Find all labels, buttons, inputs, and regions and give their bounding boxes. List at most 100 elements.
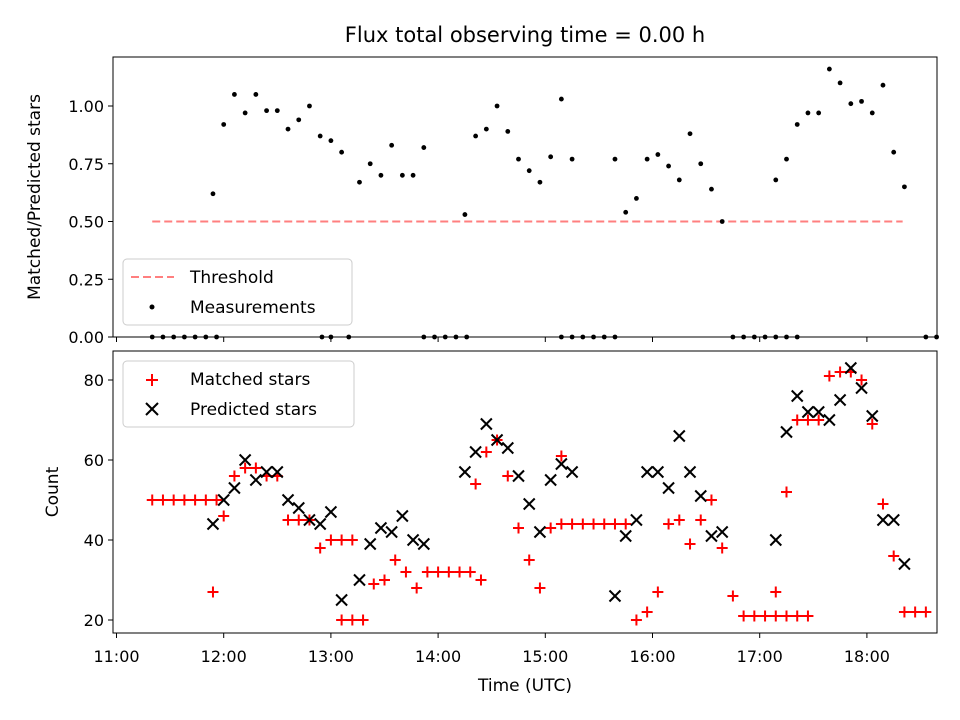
predicted-star-point: [898, 557, 911, 571]
top-legend-box: [122, 258, 353, 326]
predicted-star-point: [396, 509, 409, 523]
measurement-point: [483, 126, 489, 132]
measurement-point: [773, 177, 779, 183]
matched-star-point: [802, 414, 814, 426]
predicted-star-point: [480, 417, 493, 431]
top-y-tick-label: 0.00: [68, 328, 104, 347]
measurement-point: [328, 138, 334, 144]
predicted-star-point: [271, 465, 284, 479]
matched-star-point: [443, 566, 455, 578]
predicted-star-point: [523, 497, 536, 511]
x-tick-label: 13:00: [308, 647, 354, 666]
predicted-star-point: [292, 501, 305, 515]
matched-star-point: [866, 418, 878, 430]
predicted-star-point: [417, 537, 431, 551]
measurement-point: [505, 129, 511, 134]
top-y-ticks: 0.00 0.25 0.50 0.75 1.00: [68, 97, 113, 347]
predicted-star-point: [385, 525, 398, 539]
predicted-star-point: [238, 453, 252, 467]
top-y-tick-label: 0.75: [68, 155, 104, 174]
bottom-y-axis-label: Count: [43, 466, 63, 517]
predicted-star-point: [406, 533, 420, 547]
predicted-star-point: [533, 525, 547, 539]
matched-star-point: [727, 590, 739, 602]
predicted-star-point: [791, 389, 804, 403]
measurement-point: [357, 179, 362, 185]
matched-star-point: [781, 486, 792, 498]
matched-star-point: [411, 582, 423, 594]
matched-star-point: [346, 534, 358, 546]
predicted-star-point: [662, 481, 675, 495]
figure-title: Flux total observing time = 0.00 h: [345, 23, 705, 47]
measurement-point: [317, 133, 323, 139]
top-x-ticks: [116, 337, 868, 342]
matched-star-point: [250, 462, 262, 474]
measurement-point: [232, 92, 237, 97]
predicted-star-point: [313, 517, 327, 531]
matched-star-point: [168, 494, 180, 506]
matched-star-point: [898, 606, 910, 618]
predicted-star-point: [640, 465, 654, 479]
matched-star-point: [146, 494, 158, 506]
measurement-point: [805, 110, 811, 116]
predicted-star-point: [490, 433, 504, 447]
x-tick-label: 16:00: [629, 647, 675, 666]
measurement-point: [537, 179, 543, 185]
matched-star-point: [738, 610, 750, 622]
predicted-star-point: [715, 525, 729, 539]
measurement-point: [859, 98, 864, 104]
matched-star-point: [663, 518, 675, 530]
top-plot-frame: [112, 56, 938, 338]
x-tick-label: 17:00: [737, 647, 783, 666]
legend-predicted-swatch: [145, 402, 159, 416]
measurement-point: [569, 156, 575, 162]
matched-star-point: [389, 554, 401, 566]
measurement-point: [644, 156, 650, 162]
predicted-star-point: [812, 405, 825, 419]
matched-star-point: [475, 574, 487, 586]
matched-star-point: [545, 522, 557, 534]
x-tick-label: 15:00: [522, 647, 568, 666]
measurement-point: [285, 126, 291, 132]
matched-star-point: [759, 610, 771, 622]
predicted-star-point: [823, 413, 836, 427]
matched-star-point: [239, 462, 251, 474]
measurement-point: [242, 110, 248, 116]
x-axis-label: Time (UTC): [477, 676, 572, 696]
matched-star-point: [218, 510, 230, 522]
predicted-star-point: [512, 469, 525, 483]
matched-star-point: [834, 366, 846, 378]
predicted-star-point: [619, 529, 632, 543]
matched-star-point: [346, 614, 358, 626]
matched-star-point: [888, 550, 900, 562]
predicted-star-point: [683, 465, 697, 479]
matched-star-point: [920, 606, 932, 618]
predicted-star-point: [353, 573, 366, 587]
predicted-star-point: [458, 465, 472, 479]
measurement-point: [698, 161, 704, 167]
matched-star-point: [823, 370, 835, 382]
predicted-star-point: [374, 521, 388, 535]
measurement-point: [399, 172, 405, 178]
matched-star-point: [325, 534, 337, 546]
bottom-y-tick-label: 60: [84, 451, 104, 470]
bottom-legend: Matched stars Predicted stars: [122, 360, 355, 428]
x-tick-label: 18:00: [844, 647, 890, 666]
legend-threshold-label: Threshold: [189, 268, 274, 288]
matched-star-point: [652, 586, 664, 598]
measurement-point: [548, 154, 554, 160]
bottom-legend-box: [122, 360, 355, 428]
measurement-point: [274, 108, 280, 114]
matched-star-point: [577, 518, 589, 530]
measurement-point: [462, 212, 468, 217]
matched-star-point: [684, 538, 696, 550]
top-y-tick-label: 0.25: [68, 270, 104, 289]
matched-star-point: [464, 566, 476, 578]
measurement-point: [826, 66, 832, 72]
legend-measurements-label: Measurements: [190, 298, 316, 318]
measurement-point: [378, 172, 384, 178]
predicted-star-point: [866, 409, 879, 423]
measurement-point: [902, 184, 907, 190]
matched-star-point: [609, 518, 621, 530]
matched-star-point: [207, 586, 219, 598]
